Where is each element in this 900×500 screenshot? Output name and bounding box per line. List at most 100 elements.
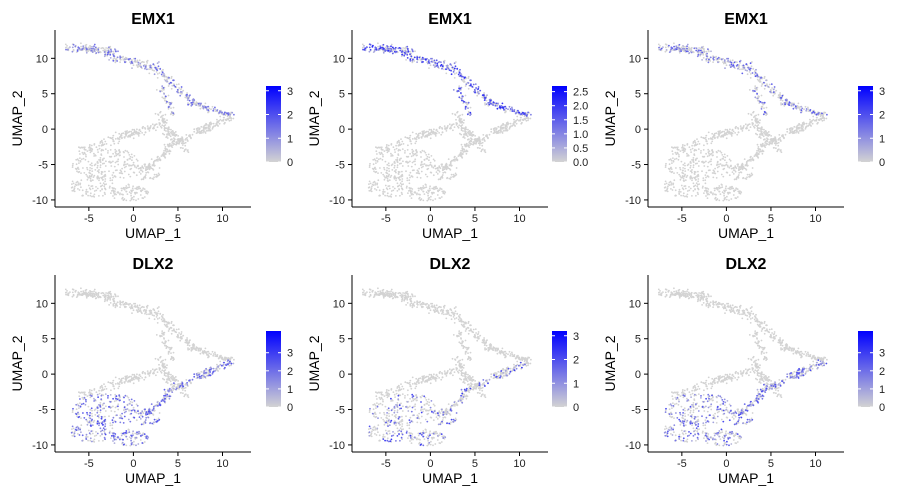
cell-point	[69, 291, 71, 293]
cell-point	[119, 300, 121, 303]
cell-point	[714, 196, 717, 199]
cell-point	[753, 73, 756, 76]
cell-point	[229, 113, 232, 116]
cell-point	[154, 67, 157, 69]
cell-point	[152, 63, 155, 66]
cell-point	[142, 125, 145, 128]
cell-point	[426, 175, 429, 178]
cell-point	[682, 192, 685, 195]
cell-point	[228, 119, 231, 122]
cell-point	[373, 158, 376, 161]
cell-point	[177, 328, 180, 330]
cell-point	[702, 137, 705, 139]
cell-point	[398, 159, 401, 162]
cell-point	[410, 55, 413, 58]
cell-point	[682, 163, 685, 166]
cell-point	[104, 193, 106, 196]
cell-point	[173, 138, 176, 141]
cell-point	[682, 49, 685, 52]
cell-point	[687, 163, 690, 166]
cell-point	[765, 106, 768, 109]
cell-point	[725, 198, 728, 201]
cell-point	[77, 188, 79, 190]
cell-point	[166, 325, 169, 328]
cell-point	[443, 125, 446, 127]
cell-point	[379, 157, 382, 160]
cell-point	[114, 188, 117, 190]
cell-point	[698, 47, 700, 49]
cell-point	[795, 126, 798, 128]
cell-point	[704, 182, 707, 185]
cell-point	[177, 336, 180, 339]
cell-point	[80, 290, 82, 293]
cell-point	[719, 193, 722, 196]
cell-point	[133, 195, 135, 198]
cell-point	[762, 135, 765, 138]
cell-point	[711, 154, 714, 157]
cell-point	[187, 151, 190, 154]
cell-point	[668, 163, 671, 166]
cell-point	[508, 126, 511, 129]
cell-point	[464, 126, 467, 128]
cell-point	[167, 85, 170, 87]
cell-point	[750, 172, 753, 175]
cell-point	[103, 295, 106, 298]
cell-point	[138, 304, 141, 307]
cell-point	[675, 157, 678, 160]
cell-point	[94, 154, 96, 156]
y-tick-label: 10	[36, 53, 48, 65]
y-tick-label: 10	[629, 53, 641, 65]
cell-point	[446, 64, 449, 67]
cell-point	[127, 136, 129, 138]
cell-point	[116, 301, 119, 304]
cell-point	[410, 193, 413, 196]
cell-point	[91, 164, 93, 167]
cell-point	[82, 45, 85, 48]
cell-point	[391, 52, 394, 55]
cell-point	[707, 148, 710, 151]
cell-point	[675, 194, 677, 197]
cell-point	[188, 99, 191, 102]
cell-point	[139, 169, 142, 172]
cell-point	[211, 127, 214, 130]
cell-point	[393, 187, 396, 190]
cell-point	[423, 150, 426, 153]
cell-point	[684, 195, 686, 198]
cell-point	[466, 135, 469, 138]
cell-point	[407, 144, 409, 147]
cell-point	[199, 352, 202, 355]
cell-point	[663, 186, 666, 189]
cell-point	[386, 167, 388, 169]
cell-point	[128, 157, 131, 160]
cell-point	[156, 322, 159, 324]
cell-point	[376, 153, 378, 155]
y-tick-label: -5	[335, 160, 345, 172]
cell-point	[434, 164, 436, 167]
cell-point	[107, 51, 110, 54]
cell-point	[221, 119, 223, 122]
cell-point	[730, 167, 733, 170]
cell-point	[83, 151, 86, 154]
cell-point	[222, 116, 225, 119]
cell-point	[470, 79, 472, 82]
cell-point	[800, 109, 803, 111]
cell-point	[119, 193, 121, 196]
cell-point	[442, 166, 445, 169]
cell-point	[815, 116, 818, 119]
cell-point	[677, 158, 680, 161]
cell-point	[804, 105, 807, 108]
cell-point	[168, 76, 170, 79]
cell-point	[112, 54, 115, 57]
cell-point	[501, 102, 504, 105]
cell-point	[393, 160, 396, 163]
cell-point	[370, 187, 373, 190]
cell-point	[706, 187, 708, 190]
cell-point	[721, 157, 724, 160]
cell-point	[96, 166, 99, 169]
cell-point	[420, 151, 422, 154]
cell-point	[433, 188, 435, 191]
cell-point	[715, 132, 718, 135]
cell-point	[702, 177, 705, 180]
cell-point	[167, 131, 170, 133]
cell-point	[158, 118, 160, 121]
